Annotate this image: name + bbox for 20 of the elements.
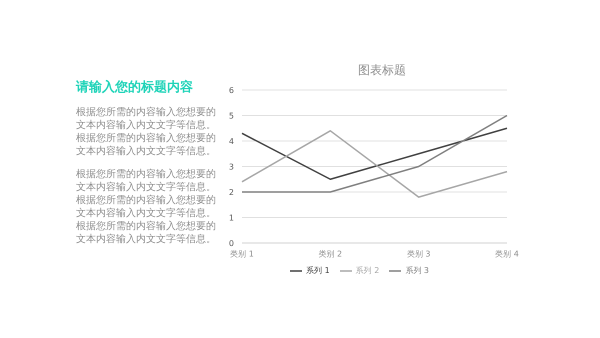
y-tick-label: 2 bbox=[228, 188, 234, 197]
x-tick-label: 类别 3 bbox=[406, 250, 430, 259]
line-series bbox=[241, 130, 508, 198]
text: 根据您所需的内容输入您想要的文本内容输入内文文字等信息。根据您所需的内容输入您想要的文本内容输入内文文字等信息。根据您所需的内容输入您想要的文本内容输入内文文字等信息。 bbox=[76, 168, 217, 246]
y-tick-label: 1 bbox=[228, 213, 234, 222]
y-tick-label: 0 bbox=[228, 238, 234, 248]
y-tick-label: 3 bbox=[228, 162, 234, 172]
legend-label: 系列 3 bbox=[405, 266, 429, 276]
y-tick-label: 5 bbox=[228, 111, 234, 120]
y-tick-label: 4 bbox=[228, 136, 234, 146]
x-tick-label: 类别 1 bbox=[230, 250, 254, 259]
x-tick-label: 类别 4 bbox=[495, 250, 519, 259]
legend-label: 系列 1 bbox=[306, 266, 330, 276]
chart-title: 图表标题 bbox=[357, 62, 407, 79]
x-tick-label: 类别 2 bbox=[318, 250, 342, 259]
legend-label: 系列 2 bbox=[356, 266, 380, 276]
text: 根据您所需的内容输入您想要的文本内容输入内文文字等信息。根据您所需的内容输入您想要的文本内容输入内文文字等信息。 bbox=[76, 106, 217, 158]
line-series bbox=[241, 128, 508, 180]
text: 请输入您的标题内容 bbox=[76, 78, 194, 96]
y-tick-label: 6 bbox=[228, 86, 234, 95]
